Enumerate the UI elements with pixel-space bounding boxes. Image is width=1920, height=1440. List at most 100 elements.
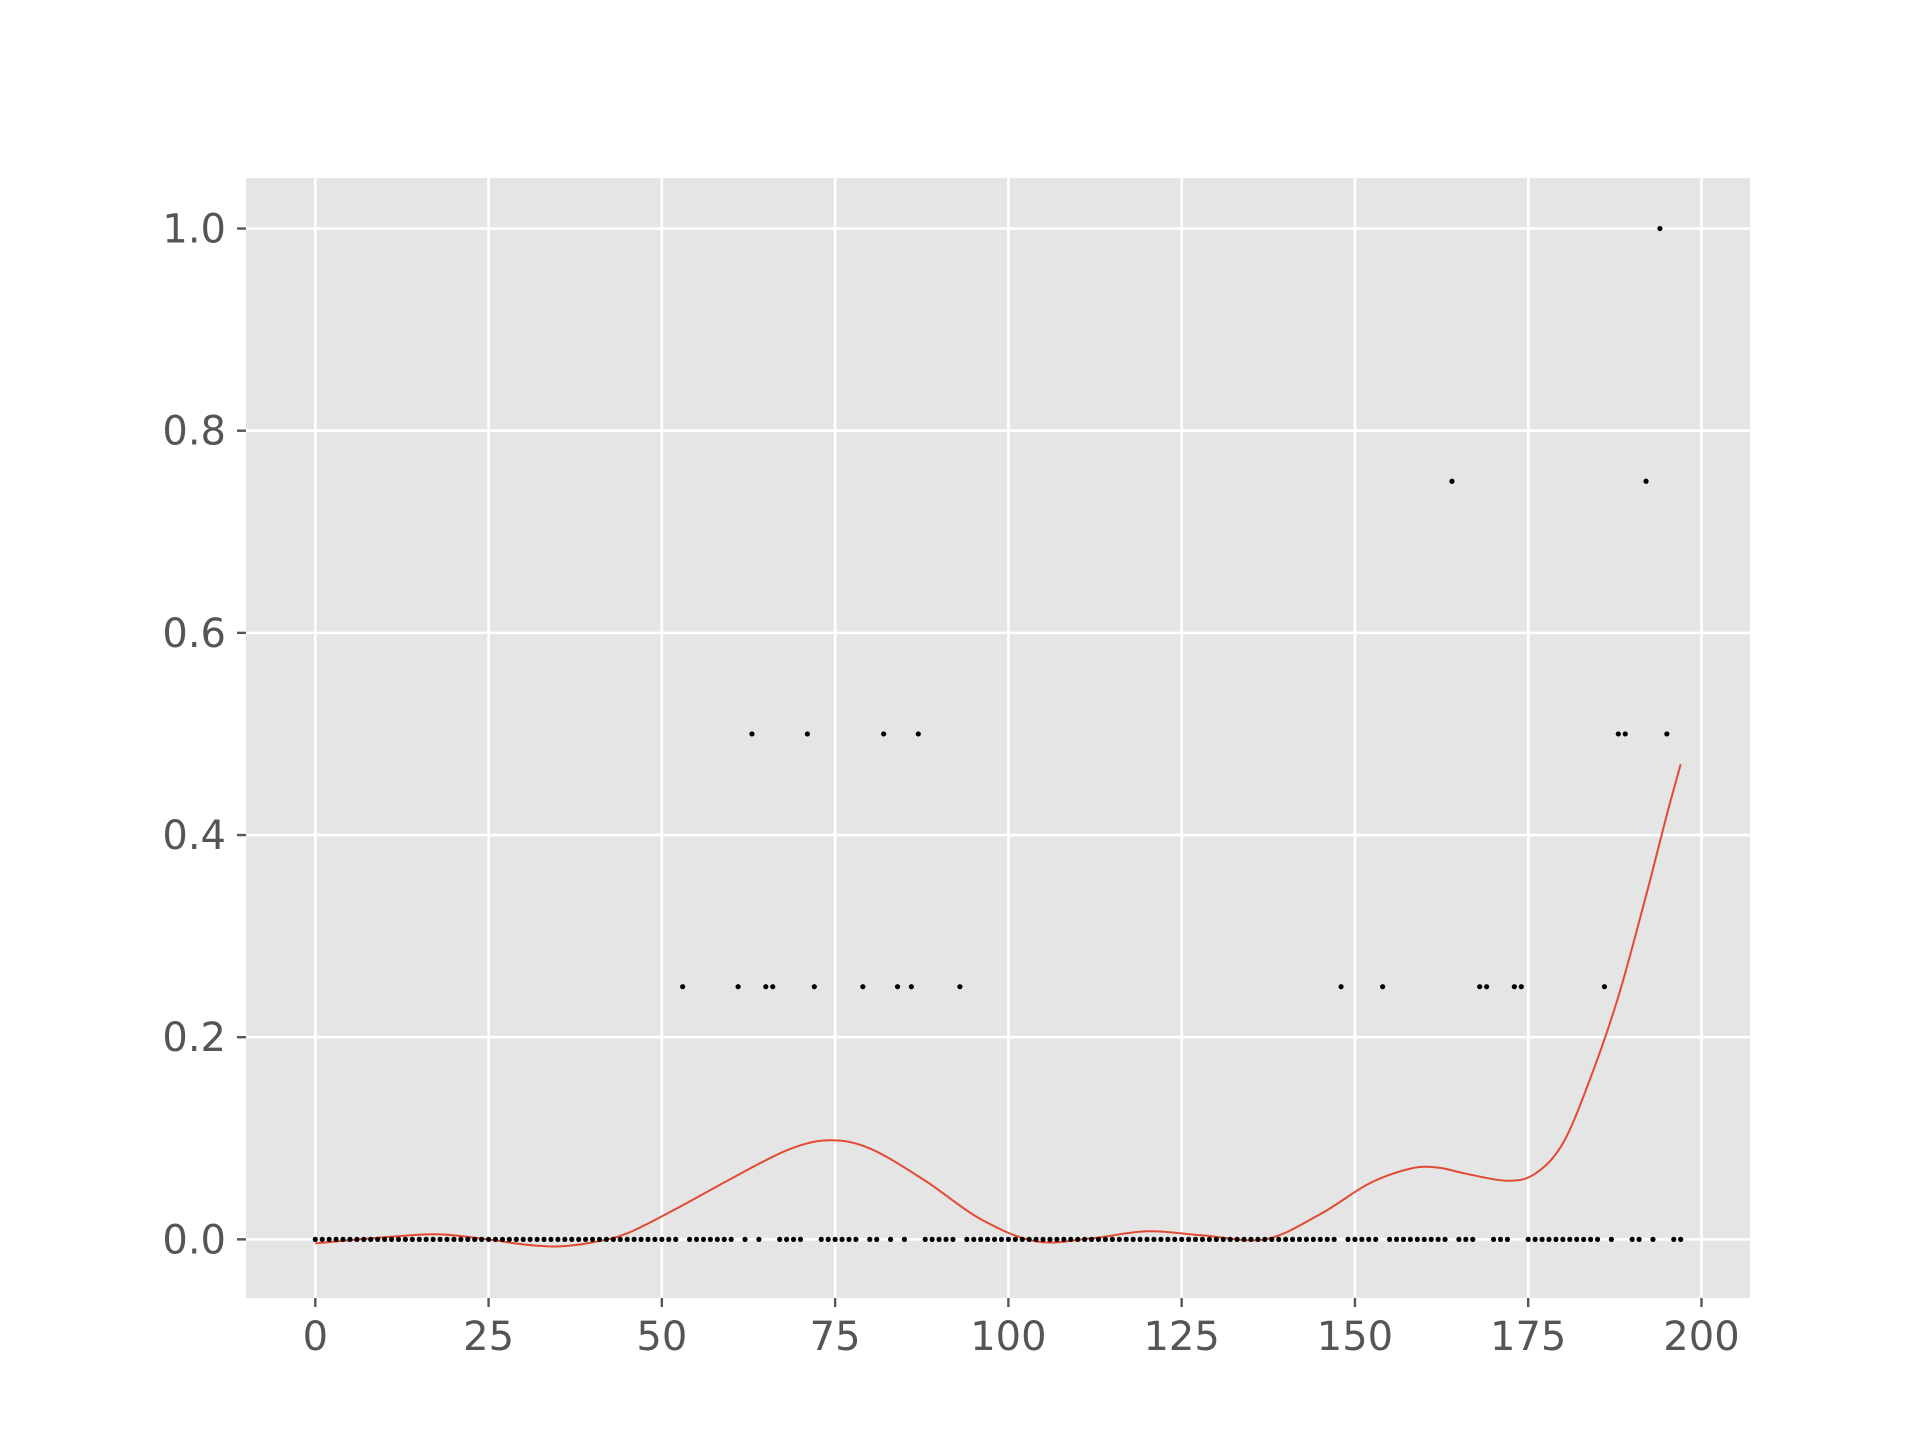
data-point [1033,1236,1039,1242]
data-point [645,1236,651,1242]
data-point [513,1236,519,1242]
data-point [402,1236,409,1242]
data-point [326,1236,332,1242]
data-point [472,1236,478,1242]
data-point [1511,984,1517,990]
data-point [589,1236,596,1242]
data-point [1061,1236,1067,1242]
data-point [485,1236,492,1242]
data-point [361,1236,367,1242]
data-point [1130,1236,1136,1242]
data-point [506,1236,512,1242]
data-point [527,1236,533,1242]
data-point [818,1236,824,1242]
data-point [756,1236,762,1242]
data-point [1587,1236,1594,1242]
data-point [1442,1236,1448,1242]
data-point [430,1236,436,1242]
data-point [1629,1236,1635,1242]
data-point [693,1236,700,1242]
data-point [874,1236,880,1242]
data-point [1386,1236,1393,1242]
data-point [603,1236,610,1242]
data-point [1165,1236,1171,1242]
data-point [1116,1236,1122,1242]
data-point [1518,984,1524,990]
data-point [957,984,963,990]
data-point [1088,1236,1095,1242]
data-point [1456,1236,1462,1242]
data-point [1400,1236,1407,1242]
y-tick-label: 0.8 [162,409,226,455]
data-point [1373,1236,1379,1242]
data-point [1227,1236,1233,1242]
data-point [686,1236,693,1242]
x-tick-label: 50 [636,1314,687,1360]
data-point [1137,1236,1143,1242]
data-point [985,1236,991,1242]
data-point [465,1236,471,1242]
data-point [555,1236,561,1242]
data-point [728,1236,734,1242]
data-point [416,1236,422,1242]
data-point [673,1236,679,1242]
data-point [1581,1236,1587,1242]
y-tick-label: 0.2 [162,1015,226,1061]
data-point [1172,1236,1178,1242]
data-point [492,1236,499,1242]
data-point [1615,731,1621,737]
data-point [1463,1236,1469,1242]
data-point [804,731,811,737]
data-point [1497,1236,1504,1242]
data-point [534,1236,540,1242]
data-point [763,984,769,990]
data-point [444,1236,450,1242]
data-point [1643,478,1649,484]
data-point [1407,1236,1413,1242]
data-point [1428,1236,1434,1242]
data-point [499,1236,506,1242]
data-point [1324,1236,1330,1242]
x-tick-label: 125 [1143,1314,1219,1360]
data-point [479,1236,485,1242]
data-point [1158,1236,1164,1242]
data-point [825,1236,831,1242]
data-point [1331,1236,1337,1242]
data-point [714,1236,720,1242]
data-point [1546,1236,1552,1242]
data-point [846,1236,852,1242]
data-point [395,1236,402,1242]
data-point [1352,1236,1358,1242]
data-point [1123,1236,1129,1242]
data-point [347,1236,353,1242]
data-point [1095,1236,1102,1242]
data-point [749,731,755,737]
data-point [1636,1236,1642,1242]
data-point [860,984,866,990]
data-point [576,1236,582,1242]
data-point [1179,1236,1185,1242]
y-tick-label: 1.0 [162,207,226,253]
data-point [569,1236,575,1242]
data-point [1380,984,1386,990]
data-point [1449,478,1455,484]
data-point [1484,984,1490,990]
data-point [887,1236,894,1242]
x-tick-label: 175 [1490,1314,1566,1360]
x-tick-label: 25 [463,1314,514,1360]
y-tick-label: 0.6 [162,611,226,657]
data-point [1199,1236,1206,1242]
data-point [922,1236,928,1242]
data-point [777,1236,783,1242]
data-point [735,984,741,990]
data-point [839,1236,845,1242]
data-point [1338,984,1344,990]
data-point [1490,1236,1497,1242]
data-point [853,1236,859,1242]
data-point [1054,1236,1060,1242]
y-tick-label: 0.0 [162,1217,226,1263]
data-point [666,1236,672,1242]
y-tick-label: 0.4 [162,813,226,859]
data-point [409,1236,415,1242]
data-point [1664,731,1670,737]
